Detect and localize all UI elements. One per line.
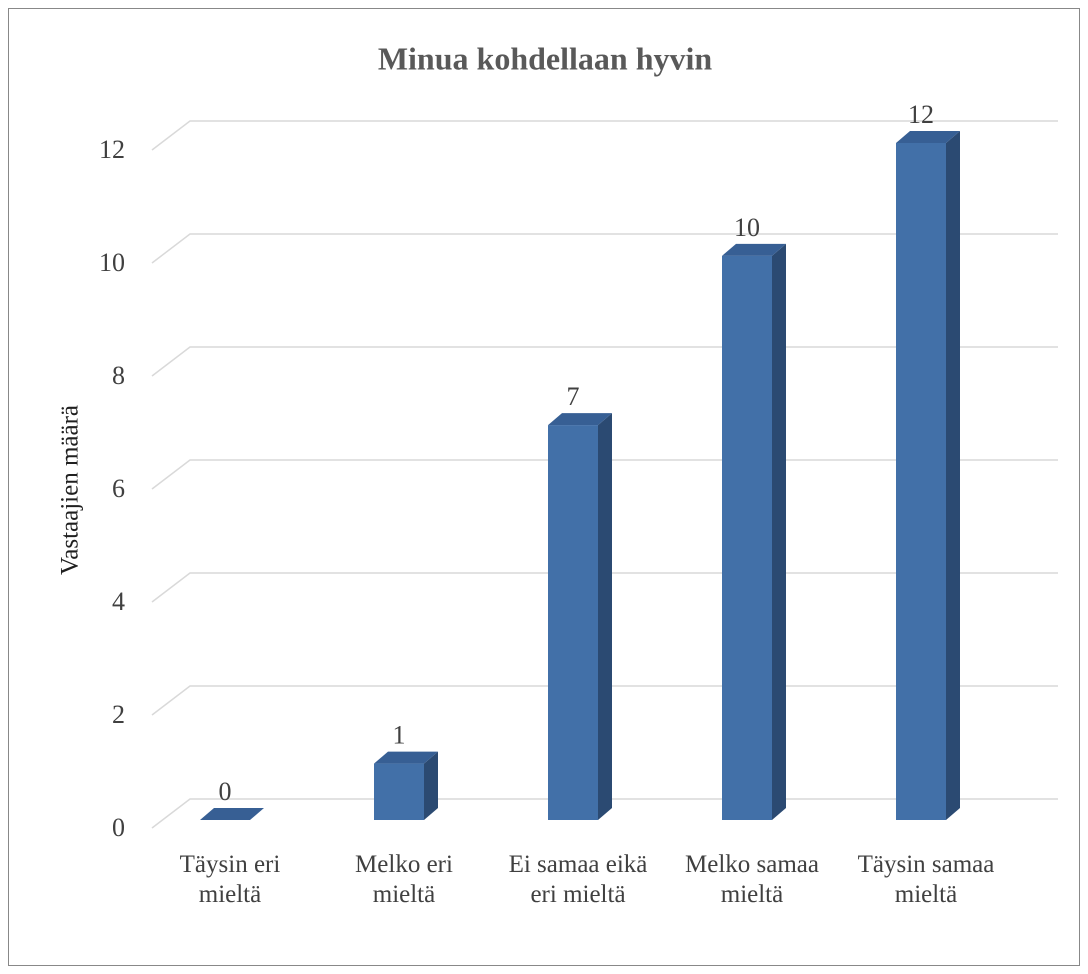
bar-side — [772, 243, 786, 821]
bar-side — [424, 751, 438, 820]
bar — [722, 255, 772, 821]
y-tick-label: 8 — [112, 361, 125, 390]
value-label: 12 — [908, 100, 934, 129]
y-axis-label: Vastaajien määrä — [57, 405, 84, 575]
y-tick-label: 12 — [99, 135, 125, 164]
bar — [548, 425, 598, 820]
y-tick-label: 10 — [99, 248, 125, 277]
x-tick-label: Täysin eri mieltä — [179, 851, 281, 908]
chart-title: Minua kohdellaan hyvin — [378, 40, 713, 76]
value-label: 7 — [567, 382, 580, 411]
bar-top — [896, 131, 960, 143]
bar-top — [200, 808, 264, 820]
value-label: 0 — [219, 777, 232, 806]
bar-top — [548, 413, 612, 426]
bar-top — [722, 243, 786, 256]
bar — [374, 763, 424, 820]
x-tick-label: Melko samaa mieltä — [685, 851, 819, 908]
x-tick-label: Melko eri mieltä — [355, 851, 453, 908]
y-tick-label: 4 — [112, 587, 125, 616]
x-tick-label: Täysin samaa mieltä — [857, 851, 995, 908]
bar-top — [374, 751, 438, 764]
x-tick-label: Ei samaa eikä eri mieltä — [508, 851, 648, 908]
grid-line — [151, 120, 1058, 151]
value-label: 1 — [393, 721, 406, 750]
bar-side — [598, 413, 612, 820]
bar-side — [946, 131, 960, 820]
grid-line — [151, 233, 1058, 264]
y-tick-label: 0 — [112, 813, 125, 842]
bar — [896, 143, 946, 820]
value-label: 10 — [734, 213, 760, 242]
y-tick-label: 2 — [112, 700, 125, 729]
y-tick-label: 6 — [112, 474, 125, 503]
